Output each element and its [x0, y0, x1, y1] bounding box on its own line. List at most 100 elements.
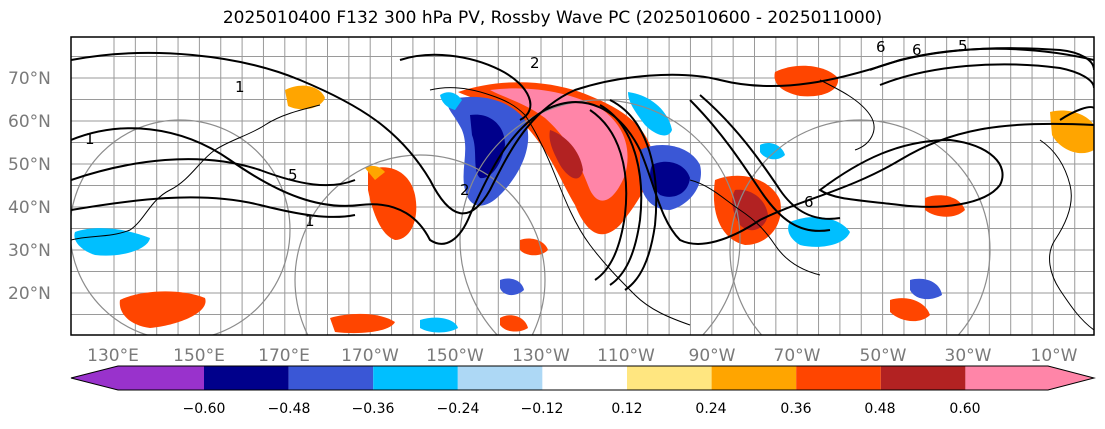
contour-label: 5 [958, 37, 968, 55]
pv-contour [599, 104, 643, 286]
negative-anomaly-asia [74, 228, 150, 256]
contour-labels: 2 1 1 5 1 2 6 6 5 6 [85, 37, 968, 230]
positive-anomaly-small-4 [500, 315, 528, 332]
wave-circle [71, 119, 291, 335]
colorbar-tick-label: 0.12 [611, 401, 642, 417]
lon-label: 170°E [258, 346, 310, 366]
negative-anomaly-small-1 [910, 278, 942, 300]
lat-label: 50°N [8, 155, 51, 175]
colorbar-segment [796, 366, 881, 390]
map-title: 2025010400 F132 300 hPa PV, Rossby Wave … [222, 8, 883, 28]
pv-contour [1059, 106, 1094, 121]
lon-label: 130°W [512, 346, 570, 366]
coastline [429, 87, 691, 326]
lon-label: 150°E [173, 346, 225, 366]
pv-contour [869, 47, 1094, 71]
colorbar-segment [288, 366, 374, 390]
lon-label: 110°W [597, 346, 655, 366]
coastline [689, 179, 821, 276]
coastline [819, 79, 875, 151]
colorbar-extend-high [1048, 366, 1094, 390]
coastline [1039, 139, 1094, 331]
longitude-labels: 130°E 150°E 170°E 170°W 150°W 130°W 110°… [87, 346, 1078, 366]
positive-anomaly-pacific [368, 167, 417, 240]
colorbar-segment [880, 366, 966, 390]
lon-label: 150°W [426, 346, 484, 366]
lon-label: 50°W [860, 346, 907, 366]
positive-anomaly-ridge-inner [549, 130, 583, 179]
coastline [71, 104, 321, 241]
lon-label: 90°W [689, 346, 736, 366]
contour-label: 1 [85, 130, 95, 148]
pv-contour [71, 101, 1094, 245]
negative-anomaly-east-core [650, 161, 690, 197]
lon-label: 10°W [1031, 346, 1078, 366]
lon-label: 130°E [87, 346, 139, 366]
contour-label: 1 [305, 212, 315, 230]
wave-circle [459, 99, 741, 335]
positive-anomaly-northatlantic [774, 65, 839, 97]
positive-anomaly-alaska [285, 85, 325, 110]
colorbar-segment [204, 366, 289, 390]
contour-label: 6 [876, 38, 886, 56]
map-frame [70, 36, 1095, 336]
latitude-labels: 70°N 60°N 50°N 40°N 30°N 20°N [8, 69, 51, 304]
pv-contour [689, 99, 831, 232]
negative-anomaly-small-3 [420, 317, 458, 333]
lon-label: 170°W [341, 346, 399, 366]
colorbar-segment [457, 366, 543, 390]
lat-label: 20°N [8, 284, 51, 304]
colorbar-tick-label: 0.36 [780, 401, 811, 417]
positive-anomaly-europe [1050, 110, 1094, 154]
colorbar-tick-label: −0.36 [352, 401, 395, 417]
colorbar-ticks: −0.60 −0.48 −0.36 −0.24 −0.12 0.12 0.24 … [183, 401, 981, 417]
pv-contour [71, 158, 356, 187]
colorbar-tick-label: −0.48 [268, 401, 311, 417]
pv-contour [879, 63, 1094, 89]
lat-label: 30°N [8, 241, 51, 261]
negative-anomaly-small-4 [760, 143, 785, 160]
pv-contours [71, 47, 1094, 291]
lat-label: 70°N [8, 69, 51, 89]
negative-anomaly-atlantic [788, 217, 850, 247]
lat-label: 40°N [8, 198, 51, 218]
contour-label: 5 [288, 166, 298, 184]
colorbar-outline [70, 365, 1096, 391]
colorbar-tick-label: −0.60 [183, 401, 226, 417]
pv-anomaly-shading [74, 65, 1094, 334]
lon-label: 30°W [945, 346, 992, 366]
colorbar-tick-label: −0.24 [437, 401, 480, 417]
wave-circle [294, 154, 546, 335]
lat-label: 60°N [8, 112, 51, 132]
positive-anomaly-small-1 [520, 238, 548, 256]
contour-label: 6 [804, 193, 814, 211]
colorbar-tick-label: −0.12 [521, 401, 564, 417]
colorbar-extend-low [71, 366, 118, 390]
pv-contour [589, 109, 628, 281]
colorbar-tick-label: 0.60 [949, 401, 980, 417]
colorbar-tick-label: 0.48 [864, 401, 895, 417]
positive-anomaly-south-pacific [330, 313, 395, 334]
contour-label: 2 [530, 54, 540, 72]
pv-contour [609, 99, 658, 291]
negative-anomaly-east-edge [628, 92, 672, 136]
colorbar-segment [542, 366, 627, 390]
wave-circle [729, 119, 991, 335]
colorbar-segment [373, 366, 458, 390]
colorbar [70, 365, 1096, 391]
negative-anomaly-small-2 [500, 278, 524, 296]
pv-contour [399, 53, 532, 121]
contour-label: 6 [912, 41, 922, 59]
pv-contour [699, 94, 841, 220]
colorbar-segment [965, 366, 1048, 390]
positive-anomaly-ridge-core [490, 88, 628, 201]
coastlines [71, 79, 1094, 331]
pv-contour [818, 138, 1004, 208]
rossby-wave-circles [71, 99, 991, 335]
lon-label: 70°W [774, 346, 821, 366]
pv-contour [71, 196, 356, 218]
contour-label: 2 [460, 181, 470, 199]
colorbar-segment [118, 366, 204, 390]
colorbar-tick-label: 0.24 [695, 401, 726, 417]
